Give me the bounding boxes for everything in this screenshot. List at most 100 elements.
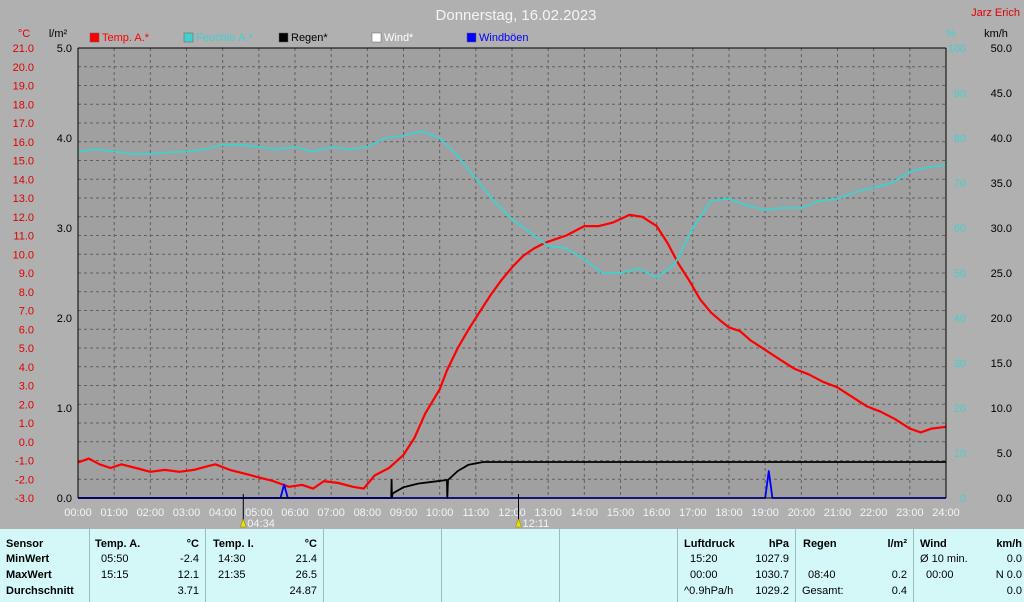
stats-temp-a-avg: 3.71 <box>177 585 199 597</box>
stats-pressure-header: Luftdruck <box>684 538 735 550</box>
temp-tick-label: 21.0 <box>13 43 34 55</box>
author-label: Jarz Erich <box>971 7 1020 19</box>
stats-wind-max: N 0.0 <box>995 569 1022 581</box>
stats-temp-i-min-time: 14:30 <box>218 553 246 565</box>
temp-tick-label: 4.0 <box>19 362 34 374</box>
tick-labels: 21.0 20.0 19.0 18.0 17.0 16.0 15.0 14.0 13.0 12.0… <box>13 43 1012 519</box>
series-line-rain <box>78 461 946 499</box>
stats-wind-avg-label: Ø 10 min. <box>920 553 968 565</box>
temp-tick-label: 14.0 <box>13 174 34 186</box>
wind-tick-label: 30.0 <box>991 223 1012 235</box>
stats-temp-i-avg: 24.87 <box>289 585 317 597</box>
rain-tick-label: 0.0 <box>57 493 72 505</box>
rain-unit-label: l/m² <box>49 28 68 40</box>
x-tick-label: 04:00 <box>209 507 237 519</box>
temp-tick-label: 6.0 <box>19 324 34 336</box>
stats-temp-a-max-time: 15:15 <box>101 569 129 581</box>
x-tick-label: 13:00 <box>534 507 562 519</box>
humidity-tick-label: 50 <box>954 268 966 280</box>
stats-sensor-header: Sensor <box>6 538 44 550</box>
humidity-tick-label: 40 <box>954 313 966 325</box>
x-tick-label: 09:00 <box>390 507 418 519</box>
x-tick-label: 11:00 <box>462 507 489 519</box>
temp-tick-label: 2.0 <box>19 399 34 411</box>
wind-unit-label: km/h <box>984 28 1008 40</box>
sun-icon <box>239 518 247 528</box>
legend-swatch <box>278 32 289 43</box>
rain-tick-label: 1.0 <box>57 403 72 415</box>
stats-temp-a-unit: °C <box>186 538 199 550</box>
legend-label: Regen* <box>291 32 328 44</box>
temp-tick-label: 1.0 <box>19 418 34 430</box>
stats-col-pressure: Luftdruck hPa 15:20 1027.9 00:00 1030.7 … <box>678 529 796 602</box>
temp-tick-label: -3.0 <box>15 493 34 505</box>
x-tick-label: 20:00 <box>788 507 816 519</box>
stats-wind-unit: km/h <box>996 538 1022 550</box>
temp-tick-label: 7.0 <box>19 306 34 318</box>
temp-tick-label: 15.0 <box>13 156 34 168</box>
legend-label: Temp. A.* <box>102 32 150 44</box>
wind-tick-label: 0.0 <box>997 493 1012 505</box>
temp-tick-label: 17.0 <box>13 118 34 130</box>
rain-tick-label: 5.0 <box>57 43 72 55</box>
x-tick-label: 21:00 <box>824 507 852 519</box>
temp-unit-label: °C <box>18 28 30 40</box>
wind-tick-label: 45.0 <box>991 88 1012 100</box>
x-tick-label: 06:00 <box>281 507 309 519</box>
x-tick-label: 17:00 <box>679 507 707 519</box>
stats-pressure-unit: hPa <box>768 538 789 550</box>
stats-temp-i-max: 26.5 <box>295 569 317 581</box>
x-tick-label: 07:00 <box>317 507 345 519</box>
rain-tick-label: 4.0 <box>57 133 72 145</box>
x-tick-label: 15:00 <box>607 507 635 519</box>
x-tick-label: 01:00 <box>100 507 128 519</box>
stats-wind-max-time: 00:00 <box>926 569 954 581</box>
temp-tick-label: 3.0 <box>19 381 34 393</box>
wind-tick-label: 25.0 <box>991 268 1012 280</box>
legend-swatch <box>183 32 194 43</box>
stats-temp-i-min: 21.4 <box>295 553 317 565</box>
temp-tick-label: 20.0 <box>13 62 34 74</box>
stats-col-temp-a: Temp. A. °C 05:50 -2.4 15:15 12.1 3.71 <box>90 529 206 602</box>
x-tick-label: 14:00 <box>571 507 599 519</box>
stats-rain-total-label: Gesamt: <box>802 585 844 597</box>
stats-rain-max-time: 08:40 <box>808 569 836 581</box>
wind-tick-label: 20.0 <box>991 313 1012 325</box>
legend: Temp. A.* Feuchte A.* Regen* Wind* Windböen <box>89 32 529 44</box>
sun-marker-label: 04:34 <box>247 518 275 529</box>
stats-temp-i-header: Temp. I. <box>213 538 254 550</box>
temp-tick-label: 9.0 <box>19 268 34 280</box>
wind-tick-label: 5.0 <box>997 448 1012 460</box>
x-tick-label: 24:00 <box>932 507 960 519</box>
stats-temp-a-min: -2.4 <box>180 553 199 565</box>
stats-temp-i-max-time: 21:35 <box>218 569 246 581</box>
stats-rain-total: 0.4 <box>891 585 907 597</box>
humidity-tick-label: 90 <box>954 88 966 100</box>
stats-temp-a-header: Temp. A. <box>95 538 141 550</box>
stats-row-max-label: MaxWert <box>6 569 52 581</box>
stats-rain-max: 0.2 <box>891 569 907 581</box>
stats-row-min-label: MinWert <box>6 553 50 565</box>
humidity-tick-label: 20 <box>954 403 966 415</box>
temp-tick-label: 13.0 <box>13 193 34 205</box>
humidity-tick-label: 0 <box>960 493 966 505</box>
humidity-tick-label: 100 <box>948 43 966 55</box>
x-tick-label: 19:00 <box>751 507 779 519</box>
x-tick-label: 00:00 <box>64 507 92 519</box>
x-tick-label: 23:00 <box>896 507 924 519</box>
temp-tick-label: -2.0 <box>15 474 34 486</box>
stats-pressure-min-time: 15:20 <box>690 553 718 565</box>
x-tick-label: 18:00 <box>715 507 743 519</box>
humidity-tick-label: 60 <box>954 223 966 235</box>
temp-tick-label: 10.0 <box>13 249 34 261</box>
series-line-temp <box>77 213 947 490</box>
wind-tick-label: 50.0 <box>991 43 1012 55</box>
axes <box>77 47 947 499</box>
sun-icon <box>515 518 522 528</box>
temp-tick-label: 5.0 <box>19 343 34 355</box>
stats-col-temp-i: Temp. I. °C 14:30 21.4 21:35 26.5 24.87 <box>206 529 324 602</box>
temp-tick-label: 19.0 <box>13 81 34 93</box>
legend-label: Windböen <box>479 32 529 44</box>
wind-tick-label: 10.0 <box>991 403 1012 415</box>
stats-temp-i-unit: °C <box>304 538 317 550</box>
